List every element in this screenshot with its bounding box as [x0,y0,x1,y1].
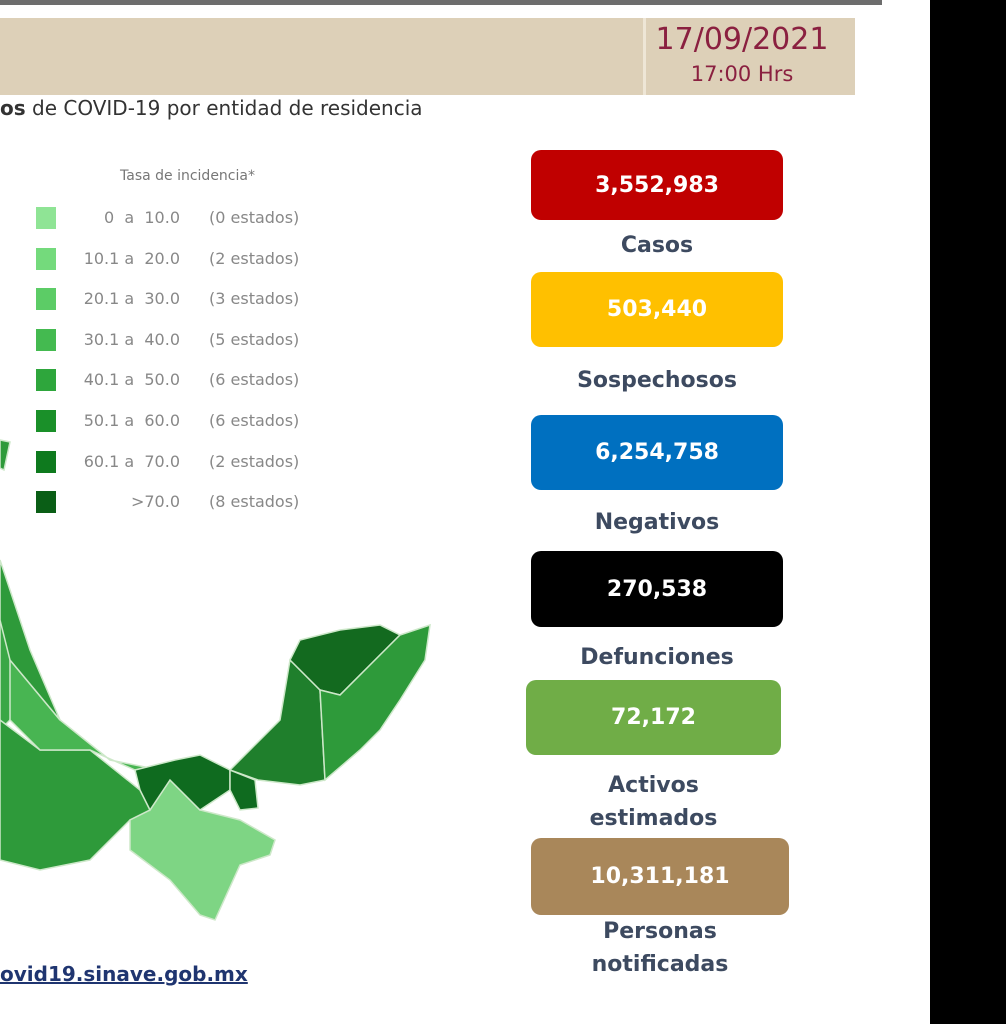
legend-swatch [36,207,56,229]
legend-range: 50.1 a 60.0 [83,411,180,430]
legend-count: (2 estados) [209,248,300,268]
legend-swatch [36,491,56,514]
stat-value: 503,440 [531,272,783,347]
map-region [0,559,61,721]
stat-label: Defunciones [580,645,734,670]
legend-count: (6 estados) [209,411,300,430]
legend-range: 40.1 a 50.0 [83,370,180,390]
legend-range: 10.1 a 20.0 [83,248,180,268]
stat-value: 72,172 [526,680,781,755]
legend-row: 0 a 10.0 (0 estados) [36,207,336,229]
stat-label: Negativos [594,510,720,535]
legend-swatch [36,450,56,473]
subtitle-text: de COVID-19 por entidad de residencia [32,96,423,120]
legend-row: 30.1 a 40.0 (5 estados) [36,328,336,351]
top-rule [0,0,882,5]
legend-count: (6 estados) [209,370,300,390]
stat-label: Personas notificadas [591,919,729,977]
legend-range: 0 a 10.0 [104,208,180,227]
time: 17:00 Hrs [690,62,794,86]
legend-row: >70.0 (8 estados) [36,491,336,514]
stat-value: 10,311,181 [531,838,789,915]
legend-row: 40.1 a 50.0 (6 estados) [36,369,336,392]
legend-range: 20.1 a 30.0 [83,289,180,309]
map [0,439,431,921]
map-region [319,623,431,782]
header-separator [643,18,646,95]
stat-value: 6,254,758 [531,415,783,490]
legend-title: Tasa de incidencia* [120,168,255,184]
map-region [134,754,231,812]
legend-count: (3 estados) [209,289,300,309]
legend-count: (0 estados) [209,208,300,227]
legend-row: 60.1 a 70.0 (2 estados) [36,450,336,473]
stat-label: Sospechosos [577,368,737,393]
stat-label: Activos estimados [589,773,718,831]
legend-swatch [36,288,56,311]
legend-range: >70.0 [130,492,180,512]
legend-range: 60.1 a 70.0 [83,451,180,471]
legend-swatch [36,410,56,432]
subtitle: os de COVID-19 por entidad de residencia [0,96,423,120]
map-region [229,768,259,811]
legend-row: 20.1 a 30.0 (3 estados) [36,288,336,311]
legend-count: (8 estados) [209,492,300,512]
stat-value: 3,552,983 [531,150,783,220]
black-border [930,0,1006,1024]
stat-value: 270,538 [531,551,783,627]
header-band [0,18,855,95]
legend-row: 10.1 a 20.0 (2 estados) [36,247,336,270]
date: 17/09/2021 [655,22,829,57]
map-region [0,439,11,472]
legend-row: 50.1 a 60.0 (6 estados) [36,410,336,432]
legend-swatch [36,328,56,351]
legend-range: 30.1 a 40.0 [83,329,180,349]
stat-label: Casos [620,233,694,258]
legend-swatch [36,369,56,392]
legend-swatch [36,247,56,270]
legend-count: (2 estados) [209,451,300,471]
legend-count: (5 estados) [209,329,300,349]
link[interactable]: ovid19.sinave.gob.mx [0,962,248,986]
subtitle-bold: os [0,96,26,120]
